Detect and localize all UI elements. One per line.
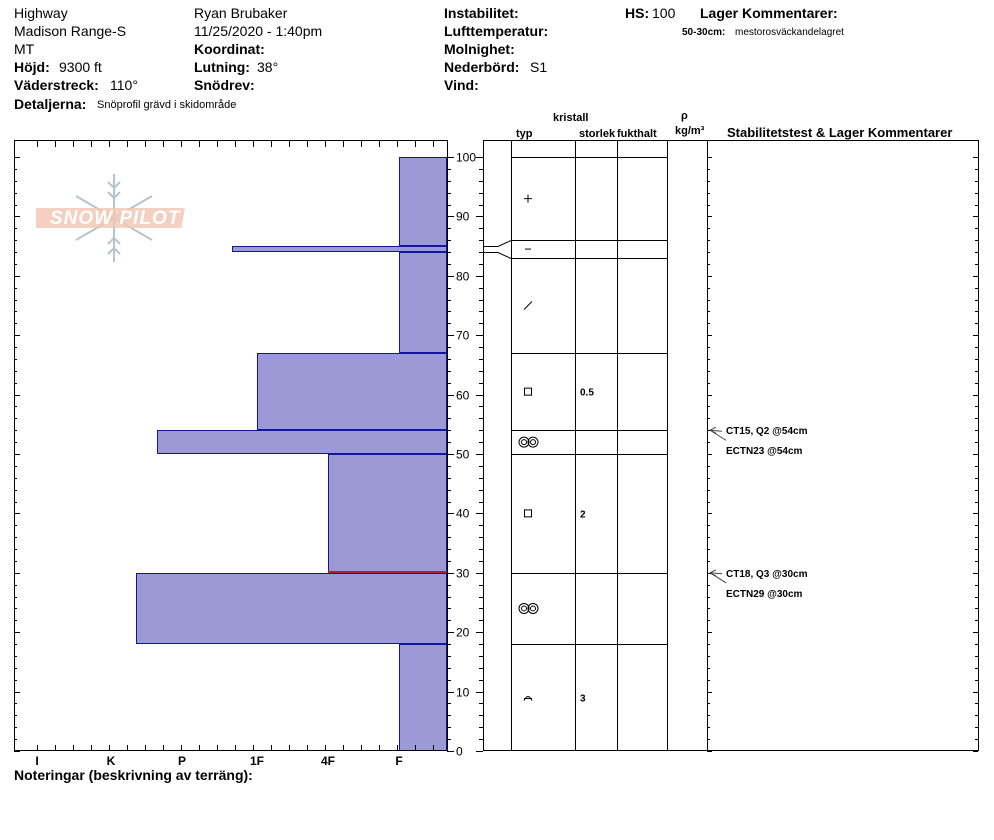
stability-test: CT15, Q2 @54cm [726,426,808,437]
wind-label: Vind: [444,77,479,93]
stability-test: ECTN23 @54cm [726,446,803,457]
hardness-bar [232,246,447,253]
datetime: 11/25/2020 - 1:40pm [194,23,323,39]
col-rho: ρ [681,110,688,122]
hardness-bar [136,572,447,645]
y-tick-label: 90 [456,210,470,224]
drift-label: Snödrev: [194,77,255,93]
y-tick-label: 50 [456,448,470,462]
weak-layer-line [328,570,447,573]
y-tick-label: 30 [456,567,470,581]
col-crystal: kristall [553,112,589,124]
stability-arrow [709,569,727,584]
hardness-label: 1F [250,754,264,768]
layer-comment-depth: 50-30cm: [682,27,726,38]
crystal-symbol [530,605,536,612]
stability-arrow [709,426,727,441]
hs-label: HS: [625,5,650,21]
details-value: Snöprofil grävd i skidområde [97,99,237,111]
hardness-bar [328,454,447,573]
location: Highway [14,5,68,21]
notes-label: Noteringar (beskrivning av terräng): [14,767,253,783]
layer-comment-text: mestorosväckandelagret [735,27,844,38]
hardness-bar [399,157,447,247]
crystal-symbol [527,602,539,614]
y-tick-label: 10 [456,686,470,700]
hardness-label: 4F [321,754,335,768]
airtemp-label: Lufttemperatur: [444,23,549,39]
col-density-unit: kg/m³ [675,125,705,137]
aspect-label: Väderstreck: [14,77,99,93]
col-moisture: fukthalt [617,128,657,140]
crystal-symbol [523,696,533,701]
crystal-symbol [521,605,527,612]
hardness-bar [399,252,447,353]
hardness-label: P [178,754,186,768]
crystal-symbol [518,602,530,614]
y-tick-label: 0 [456,745,463,759]
stability-test: CT18, Q3 @30cm [726,569,808,580]
y-tick-label: 40 [456,507,470,521]
observer: Ryan Brubaker [194,5,288,21]
state: MT [14,41,35,57]
stability-test: ECTN29 @30cm [726,589,803,600]
hardness-label: K [107,754,116,768]
col-size: storlek [579,128,616,140]
col-type: typ [516,128,533,140]
slope-label: Lutning: [194,59,250,75]
hs-value: 100 [652,5,676,21]
instability-label: Instabilitet: [444,5,519,21]
crystal-symbol [530,439,536,446]
layer-comments-label: Lager Kommentarer: [700,5,838,21]
crystal-symbol [524,387,532,396]
hardness-frame [14,140,448,751]
y-tick-label: 100 [456,151,476,165]
y-tick-label: 80 [456,270,470,284]
elevation-label: Höjd: [14,59,50,75]
aspect-value: 110° [110,77,138,93]
stability-arrow [709,429,723,432]
elevation-value: 9300 ft [59,59,102,75]
precip-value: S1 [530,59,548,75]
stability-arrow [709,572,723,575]
hardness-bar [257,353,447,431]
crystal-frame [483,140,979,751]
hardness-label: I [35,754,38,768]
crystal-size: 0.5 [580,388,594,399]
crystal-symbol [527,436,539,448]
coordinate-label: Koordinat: [194,41,265,57]
crystal-symbol [523,301,533,310]
crystal-size: 3 [580,694,586,705]
y-tick-label: 60 [456,389,470,403]
col-stability: Stabilitetstest & Lager Kommentarer [727,125,953,140]
crystal-symbol [521,439,527,446]
y-tick-label: 70 [456,329,470,343]
layer-connector [483,252,512,259]
cloud-label: Molnighet: [444,41,515,57]
hardness-label: F [395,754,402,768]
crystal-size: 2 [580,509,586,520]
details-label: Detaljerna: [14,96,87,112]
range: Madison Range-S [14,23,127,39]
logo-text: SNOW PILOT [50,208,181,229]
crystal-symbol [524,509,532,518]
hardness-bar [399,644,447,751]
slope-value: 38° [257,59,279,75]
crystal-symbol [518,436,530,448]
hardness-bar [157,430,447,454]
precip-label: Nederbörd: [444,59,520,75]
y-tick-label: 20 [456,626,470,640]
snowpilot-logo: SNOW PILOT [36,168,196,268]
crystal-symbol [524,194,532,203]
layer-connector [483,240,512,247]
